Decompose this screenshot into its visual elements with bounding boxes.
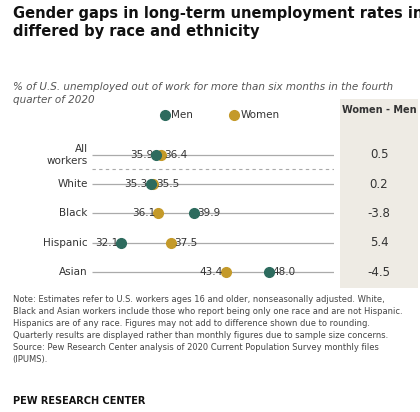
Text: 39.9: 39.9 bbox=[197, 208, 220, 218]
Text: PEW RESEARCH CENTER: PEW RESEARCH CENTER bbox=[13, 396, 145, 405]
Text: White: White bbox=[58, 179, 88, 189]
Text: -4.5: -4.5 bbox=[368, 266, 391, 279]
Text: 0.2: 0.2 bbox=[370, 178, 389, 191]
Text: 35.5: 35.5 bbox=[156, 179, 179, 189]
Text: 43.4: 43.4 bbox=[200, 267, 223, 277]
Text: Hispanic: Hispanic bbox=[43, 238, 88, 248]
Text: 32.1: 32.1 bbox=[94, 238, 118, 248]
Text: 36.4: 36.4 bbox=[164, 150, 188, 160]
Text: Black: Black bbox=[59, 208, 88, 218]
Text: 37.5: 37.5 bbox=[175, 238, 198, 248]
Text: -3.8: -3.8 bbox=[368, 207, 391, 220]
Text: 5.4: 5.4 bbox=[370, 236, 389, 249]
Text: Note: Estimates refer to U.S. workers ages 16 and older, nonseasonally adjusted.: Note: Estimates refer to U.S. workers ag… bbox=[13, 295, 402, 364]
Text: 0.5: 0.5 bbox=[370, 148, 389, 161]
Text: 48.0: 48.0 bbox=[272, 267, 295, 277]
Text: 35.9: 35.9 bbox=[130, 150, 153, 160]
Text: % of U.S. unemployed out of work for more than six months in the fourth
quarter : % of U.S. unemployed out of work for mor… bbox=[13, 82, 393, 105]
Text: Gender gaps in long-term unemployment rates in 2020
differed by race and ethnici: Gender gaps in long-term unemployment ra… bbox=[13, 6, 420, 39]
Text: All
workers: All workers bbox=[47, 144, 88, 166]
Text: 36.1: 36.1 bbox=[132, 208, 155, 218]
Text: Men: Men bbox=[171, 110, 193, 120]
Text: Women - Men: Women - Men bbox=[342, 105, 416, 115]
Text: Women: Women bbox=[241, 110, 280, 120]
Text: 35.3: 35.3 bbox=[124, 179, 148, 189]
Text: Asian: Asian bbox=[59, 267, 88, 277]
